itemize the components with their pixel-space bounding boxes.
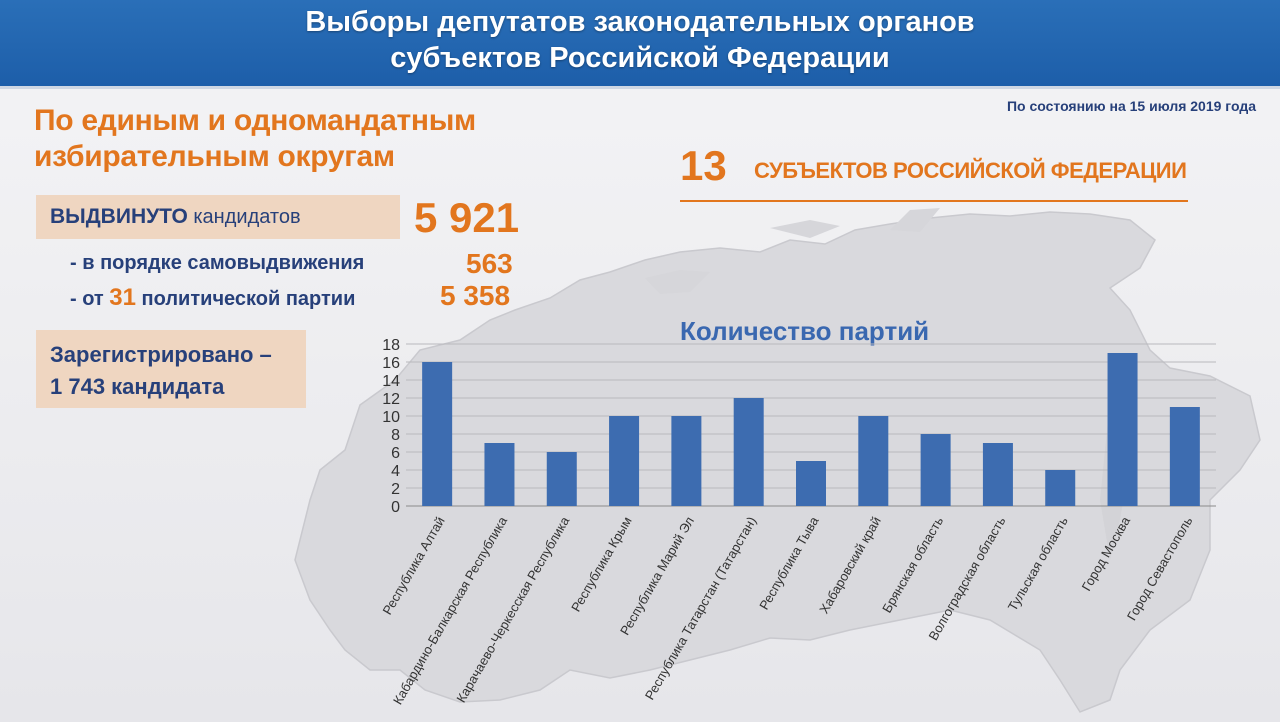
- russia-map-silhouette: [294, 208, 1261, 713]
- subtitle-line2: избирательным округам: [34, 140, 395, 173]
- y-tick-label: 0: [391, 499, 400, 516]
- registered-box: [36, 330, 306, 408]
- bar: [1107, 353, 1138, 506]
- y-tick-label: 2: [391, 481, 400, 498]
- self-nominated-value: 563: [466, 248, 513, 279]
- party-label-prefix: - от: [70, 288, 110, 310]
- bar: [796, 461, 826, 506]
- x-category-label: Город Москва: [1079, 513, 1134, 593]
- y-tick-label: 12: [382, 391, 400, 408]
- y-tick-label: 10: [382, 409, 400, 426]
- x-category-label: Республика Татарстан (Татарстан): [642, 514, 759, 702]
- x-category-label: Тульская область: [1005, 514, 1071, 614]
- y-tick-label: 18: [382, 337, 400, 354]
- y-tick-label: 4: [391, 463, 400, 480]
- x-category-label: Республика Тыва: [756, 513, 822, 612]
- date-note: По состоянию на 15 июля 2019 года: [1006, 98, 1256, 114]
- x-category-label: Республика Алтай: [379, 514, 447, 617]
- x-category-label: Город Севастополь: [1124, 514, 1196, 623]
- y-tick-label: 8: [391, 427, 400, 444]
- y-tick-label: 16: [382, 355, 400, 372]
- bar: [1045, 470, 1076, 506]
- bar: [982, 443, 1013, 506]
- bar: [920, 434, 951, 506]
- bar: [484, 443, 515, 506]
- self-nominated-label: - в порядке самовыдвижения: [70, 252, 365, 274]
- subjects-count-label: СУБЪЕКТОВ РОССИЙСКОЙ ФЕДЕРАЦИИ: [754, 158, 1187, 183]
- header-banner: Выборы депутатов законодательных органов…: [0, 0, 1280, 89]
- chart-title: Количество партий: [680, 316, 930, 346]
- party-nominated-value: 5 358: [440, 280, 511, 311]
- x-category-label: Брянская область: [879, 514, 946, 616]
- party-label-number: 31: [109, 284, 136, 311]
- x-category-label: Республика Крым: [568, 514, 635, 614]
- y-tick-label: 6: [391, 445, 400, 462]
- bar: [671, 416, 702, 506]
- orange-divider: [680, 200, 1188, 202]
- bar: [1169, 407, 1200, 506]
- bar: [609, 416, 640, 506]
- subtitle-line1: По единым и одномандатным: [34, 104, 476, 137]
- registered-line2: 1 743 кандидата: [50, 374, 225, 399]
- nominated-value: 5 921: [414, 194, 520, 241]
- party-label-suffix: политической партии: [136, 288, 356, 310]
- nominated-box: [36, 195, 400, 239]
- header-title-line1: Выборы депутатов законодательных органов: [305, 6, 975, 38]
- x-category-label: Кабардино-Балкарская Республика: [390, 513, 511, 707]
- nominated-label: ВЫДВИНУТО кандидатов: [50, 205, 301, 229]
- x-category-label: Карачаево-Черкесская Республика: [453, 513, 572, 705]
- nominated-label-bold: ВЫДВИНУТО: [50, 205, 188, 228]
- registered-line1: Зарегистрировано –: [50, 342, 272, 367]
- subjects-count: 13: [680, 142, 727, 189]
- bar: [733, 398, 764, 506]
- bar: [858, 416, 889, 506]
- bar: [546, 452, 577, 506]
- bar: [422, 362, 453, 506]
- party-nominated-label: - от 31 политической партии: [70, 284, 355, 312]
- x-category-label: Хабаровский край: [816, 514, 884, 616]
- header-title-line2: субъектов Российской Федерации: [390, 42, 890, 74]
- y-tick-label: 14: [382, 373, 400, 390]
- nominated-label-rest: кандидатов: [187, 206, 301, 228]
